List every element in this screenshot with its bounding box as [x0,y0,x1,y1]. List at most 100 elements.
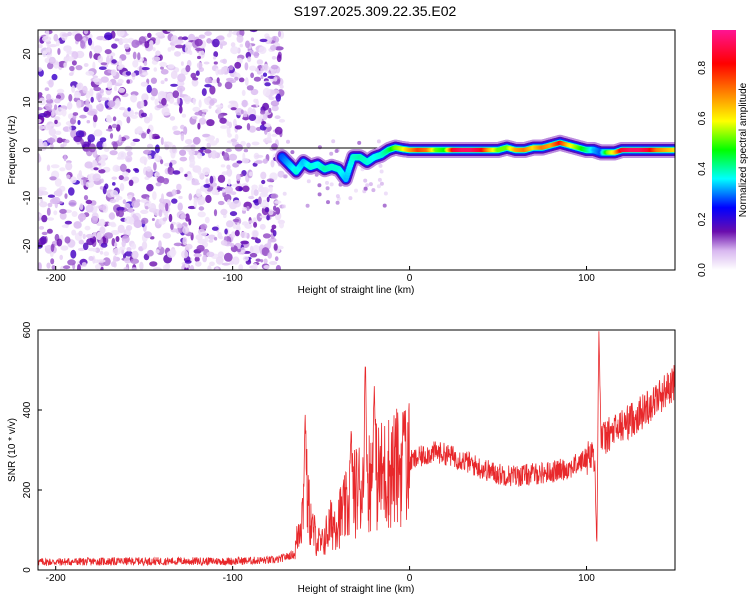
noise-blob [164,77,168,82]
noise-blob [93,114,98,123]
noise-blob [250,88,259,96]
noise-blob [188,150,196,156]
noise-blob [53,210,58,216]
noise-blob [139,156,148,164]
noise-blob [217,200,225,206]
noise-blob [249,252,258,258]
noise-blob [383,191,388,196]
noise-blob [166,30,176,33]
noise-blob [236,222,241,230]
noise-blob [45,30,50,37]
noise-blob [70,176,77,184]
noise-blob [181,250,189,259]
noise-blob [248,195,255,200]
noise-blob [44,57,51,64]
noise-blob [212,38,220,48]
noise-blob [160,159,164,165]
noise-blob [179,105,183,114]
noise-blob [85,181,95,188]
noise-blob [96,259,106,263]
noise-blob [154,144,160,154]
noise-blob [38,153,41,163]
noise-blob [228,100,238,105]
noise-blob [270,89,280,95]
noise-blob [123,267,129,270]
noise-blob [85,199,93,205]
noise-blob [123,176,130,182]
noise-blob [261,179,266,185]
noise-blob [221,171,228,176]
noise-blob [38,44,43,49]
spectrogram-y-label: Frequency (Hz) [7,116,18,185]
noise-blob [42,141,48,150]
noise-blob [182,226,190,234]
noise-blob [155,50,161,57]
noise-blob [198,34,206,39]
x-tick-label: -200 [46,573,66,584]
noise-blob [206,119,215,127]
noise-blob [272,80,281,85]
noise-blob [104,232,113,239]
noise-blob [153,162,157,171]
noise-blob [88,256,94,261]
noise-blob [242,110,248,119]
noise-blob [85,233,94,239]
y-tick-label: 0 [22,147,33,153]
noise-blob [270,193,279,199]
noise-blob [216,77,220,84]
noise-blob [47,217,55,221]
noise-blob [38,113,48,118]
noise-blob [41,231,48,236]
noise-blob [45,93,52,101]
colorbar-tick-label: 0.2 [697,212,708,226]
noise-blob [165,202,169,212]
noise-blob [114,85,118,92]
noise-blob [214,236,218,241]
noise-blob [143,61,148,66]
noise-blob [325,186,330,191]
noise-blob [158,202,165,212]
noise-blob [185,213,190,222]
y-tick-label: 10 [22,96,33,108]
noise-blob [140,81,148,87]
noise-blob [112,116,117,122]
noise-blob [215,256,224,265]
noise-blob [317,192,322,197]
noise-blob [99,89,105,94]
noise-blob [140,100,145,109]
noise-blob [106,80,113,90]
noise-blob [69,65,75,72]
noise-blob [253,221,258,228]
noise-blob [223,252,233,262]
noise-blob [277,170,285,178]
noise-blob [229,80,237,83]
noise-blob [44,103,53,110]
noise-blob [111,59,117,64]
noise-blob [48,44,58,48]
noise-blob [234,229,240,237]
noise-blob [204,234,209,243]
noise-blob [357,140,362,145]
noise-blob [260,171,267,180]
noise-blob [198,206,205,211]
noise-blob [252,230,258,238]
noise-blob [191,182,201,186]
noise-blob [317,145,322,150]
noise-blob [108,212,116,220]
noise-blob [226,168,233,177]
noise-blob [238,77,245,83]
noise-blob [156,104,165,109]
noise-blob [128,179,134,186]
noise-blob [177,202,183,211]
noise-blob [240,109,244,115]
noise-blob [82,85,88,94]
noise-blob [47,62,54,70]
noise-blob [83,195,89,201]
noise-blob [262,87,271,97]
noise-blob [264,207,270,213]
noise-blob [130,94,138,103]
noise-blob [251,188,254,197]
noise-blob [40,236,47,245]
noise-blob [164,112,171,116]
noise-blob [92,159,97,167]
